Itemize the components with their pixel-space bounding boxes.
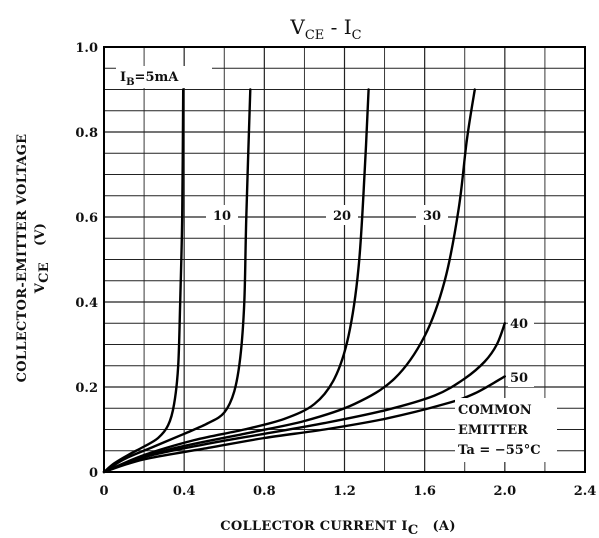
x-axis-label: COLLECTOR CURRENT IC (A) <box>220 519 456 538</box>
x-tick-label: 2.0 <box>494 484 517 499</box>
label-20-bg <box>326 205 358 225</box>
series-label-20: 20 <box>333 209 351 224</box>
label-40-bg <box>508 313 534 333</box>
series-line-20 <box>102 88 370 474</box>
series-label-10: 10 <box>213 209 231 224</box>
label-50-bg <box>508 367 534 387</box>
x-tick-label: 0 <box>99 484 108 499</box>
y-tick-label: 1.0 <box>75 41 98 56</box>
x-tick-label: 0.8 <box>253 484 276 499</box>
series-line-5ma <box>102 88 185 474</box>
y-tick-label: 0.8 <box>75 126 98 141</box>
series-label-30: 30 <box>423 209 441 224</box>
label-30-bg <box>416 205 448 225</box>
x-tick-label: 2.4 <box>574 484 597 499</box>
curves <box>102 88 506 474</box>
series-label-40: 40 <box>510 317 528 332</box>
note-line-1: COMMON <box>458 403 532 418</box>
x-tick-label: 1.2 <box>333 484 356 499</box>
series-line-50 <box>102 375 506 474</box>
y-axis-label-line1: COLLECTOR-EMITTER VOLTAGE <box>15 134 30 383</box>
note-bg <box>455 398 557 462</box>
y-axis-label-line2: VCE(V) <box>33 223 52 295</box>
label-10-bg <box>206 205 238 225</box>
series-label-5ma: IB=5mA <box>120 70 179 88</box>
tick-labels: 0 0.4 0.8 1.2 1.6 2.0 2.4 0 0.2 0.4 0.6 0.8 1.0 <box>75 41 596 499</box>
condition-note: COMMON EMITTER Ta = −55°C <box>455 398 557 462</box>
x-tick-label: 0.4 <box>173 484 196 499</box>
note-line-2: EMITTER <box>458 423 528 438</box>
y-tick-label: 0.6 <box>75 211 98 226</box>
y-tick-label: 0.4 <box>75 296 98 311</box>
series-line-40 <box>102 322 506 474</box>
y-tick-label: 0.2 <box>75 381 98 396</box>
ib-label-bg <box>116 66 212 88</box>
y-tick-label: 0 <box>89 466 98 481</box>
series-line-30 <box>102 88 476 474</box>
series-line-10 <box>102 88 252 474</box>
note-line-3: Ta = −55°C <box>458 443 541 458</box>
x-tick-label: 1.6 <box>413 484 436 499</box>
series-label-50: 50 <box>510 371 528 386</box>
plot-frame <box>103 46 586 473</box>
chart-title: VCE - IC <box>289 15 361 43</box>
curve-labels: IB=5mA 10 20 30 40 50 <box>116 66 534 387</box>
